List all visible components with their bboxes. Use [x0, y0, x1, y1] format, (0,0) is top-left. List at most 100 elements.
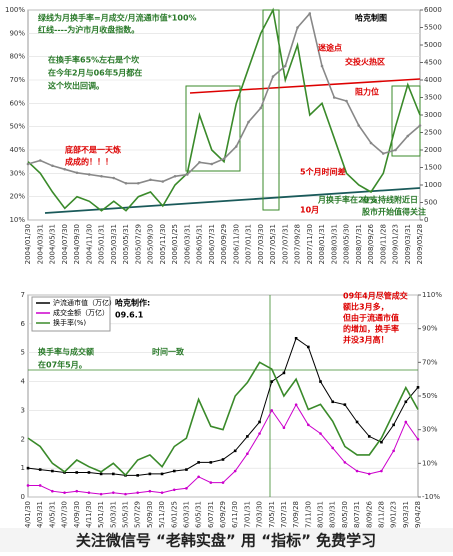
- x-tick-label: 2007/09/28: [294, 224, 302, 264]
- point: [258, 432, 261, 435]
- y-tick-label: 6: [21, 320, 26, 328]
- x-tick-label: 2007/01/31: [243, 501, 251, 541]
- point: [26, 162, 30, 166]
- annotation: 09.6.1: [115, 311, 144, 320]
- y2-tick-label: -10%: [422, 493, 440, 501]
- point: [406, 134, 410, 138]
- point: [380, 469, 383, 473]
- point: [172, 469, 176, 473]
- annotation: 并没3月高！: [343, 335, 389, 345]
- y2-tick-label: 1500: [424, 164, 442, 172]
- footer-text: 关注微信号 “老韩实盘” 用 “指标” 免费学习: [76, 532, 376, 550]
- point: [148, 472, 152, 476]
- point: [369, 141, 373, 145]
- point: [160, 472, 164, 476]
- point: [222, 157, 226, 161]
- point: [38, 468, 42, 471]
- point: [233, 469, 237, 473]
- y-tick-label: 50%: [9, 123, 25, 131]
- x-tick-label: 2006/01/25: [170, 501, 178, 541]
- x-tick-label: 2006/11/30: [232, 224, 240, 264]
- x-tick-label: 2009/03/31: [404, 224, 412, 264]
- y2-tick-label: 70%: [422, 358, 438, 366]
- x-tick-label: 2008/01/31: [318, 224, 326, 264]
- point: [112, 472, 115, 476]
- point: [26, 466, 30, 470]
- y-tick-label: 0: [21, 493, 25, 501]
- x-tick-label: 2007/05/31: [269, 224, 277, 264]
- point: [63, 167, 67, 171]
- point: [416, 386, 420, 389]
- point: [161, 180, 165, 183]
- annotation: 哈克制作:: [115, 298, 150, 308]
- annotation: 成成的！！！: [65, 157, 113, 167]
- point: [99, 492, 103, 496]
- annotation: 在換手率65%左右是个坎: [48, 55, 139, 65]
- point: [26, 484, 30, 487]
- x-tick-label: 2006/03/31: [182, 501, 190, 541]
- point: [233, 449, 237, 453]
- point: [112, 491, 115, 494]
- annotation: 在今年2月与06年5月都在: [48, 68, 142, 78]
- point: [308, 12, 312, 15]
- x-tick-label: 2008/09/26: [367, 223, 375, 264]
- y2-tick-label: 3500: [424, 94, 442, 102]
- x-tick-label: 2005/11/30: [159, 224, 167, 264]
- x-tick-label: 2005/07/29: [134, 501, 142, 541]
- annotation: 在支持线附近日: [362, 195, 418, 205]
- point: [51, 489, 54, 493]
- x-tick-label: 2008/05/30: [343, 224, 351, 264]
- point: [343, 461, 347, 464]
- y2-tick-label: 2000: [424, 146, 442, 154]
- highlight-box: [262, 9, 280, 211]
- x-tick-label: 2005/05/31: [122, 224, 130, 264]
- x-tick-label: 2004/07/30: [61, 224, 69, 264]
- x-tick-label: 2006/05/31: [196, 224, 204, 264]
- y-tick-label: 30%: [9, 169, 25, 177]
- x-tick-label: 2004/07/30: [61, 501, 69, 541]
- point: [197, 461, 200, 464]
- x-tick-label: 2008/11/28: [379, 224, 387, 264]
- point: [38, 159, 42, 162]
- x-tick-label: 2005/03/31: [110, 224, 118, 264]
- point: [136, 491, 139, 494]
- point: [319, 432, 322, 435]
- point: [185, 468, 188, 471]
- point: [283, 64, 287, 68]
- y2-tick-label: 30%: [422, 426, 438, 434]
- annotation: 时间一致: [152, 347, 185, 357]
- point: [160, 491, 164, 494]
- point: [294, 403, 298, 406]
- y-tick-label: 4: [21, 378, 26, 386]
- x-tick-label: 2006/09/29: [220, 224, 228, 264]
- x-tick-label: 2005/09/30: [146, 501, 154, 541]
- annotation: 红线----为沪市月收盘指数。: [38, 25, 139, 35]
- y-tick-label: 5: [21, 349, 25, 357]
- y2-tick-label: 500: [424, 199, 437, 207]
- annotation: 月换手率在20%: [317, 195, 377, 205]
- point: [294, 336, 298, 340]
- x-tick-label: 2008/03/31: [329, 501, 337, 541]
- y2-tick-label: 10%: [422, 459, 438, 467]
- y2-tick-label: 2500: [424, 129, 442, 137]
- highlight-box: [391, 85, 421, 157]
- x-tick-label: 2009/05/28: [416, 224, 424, 264]
- x-tick-label: 2005/01/31: [97, 501, 105, 541]
- footer-bar: [0, 528, 453, 552]
- highlight-box: [185, 85, 241, 172]
- x-tick-label: 2009/01/23: [390, 501, 398, 541]
- point: [380, 440, 383, 444]
- annotation: 交投火热区: [345, 57, 385, 67]
- annotation: 09年4月尽管成交: [343, 291, 408, 301]
- point: [112, 176, 116, 180]
- point: [404, 400, 408, 404]
- point: [404, 420, 408, 424]
- legend-label: 换手率(%): [53, 318, 86, 327]
- annotation: 换手率与成交额: [38, 347, 94, 357]
- y2-tick-label: 90%: [422, 325, 438, 333]
- point: [173, 174, 177, 178]
- point: [185, 487, 188, 490]
- y2-tick-label: 4000: [424, 76, 442, 84]
- y2-tick-label: 5500: [424, 24, 442, 32]
